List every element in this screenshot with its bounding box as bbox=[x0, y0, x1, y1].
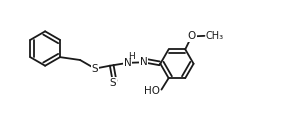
Text: S: S bbox=[109, 78, 116, 88]
Text: CH₃: CH₃ bbox=[205, 31, 223, 41]
Text: S: S bbox=[92, 64, 98, 74]
Text: N: N bbox=[140, 57, 147, 67]
Text: H: H bbox=[128, 52, 135, 61]
Text: N: N bbox=[124, 58, 132, 68]
Text: O: O bbox=[187, 31, 196, 41]
Text: HO: HO bbox=[144, 86, 160, 96]
